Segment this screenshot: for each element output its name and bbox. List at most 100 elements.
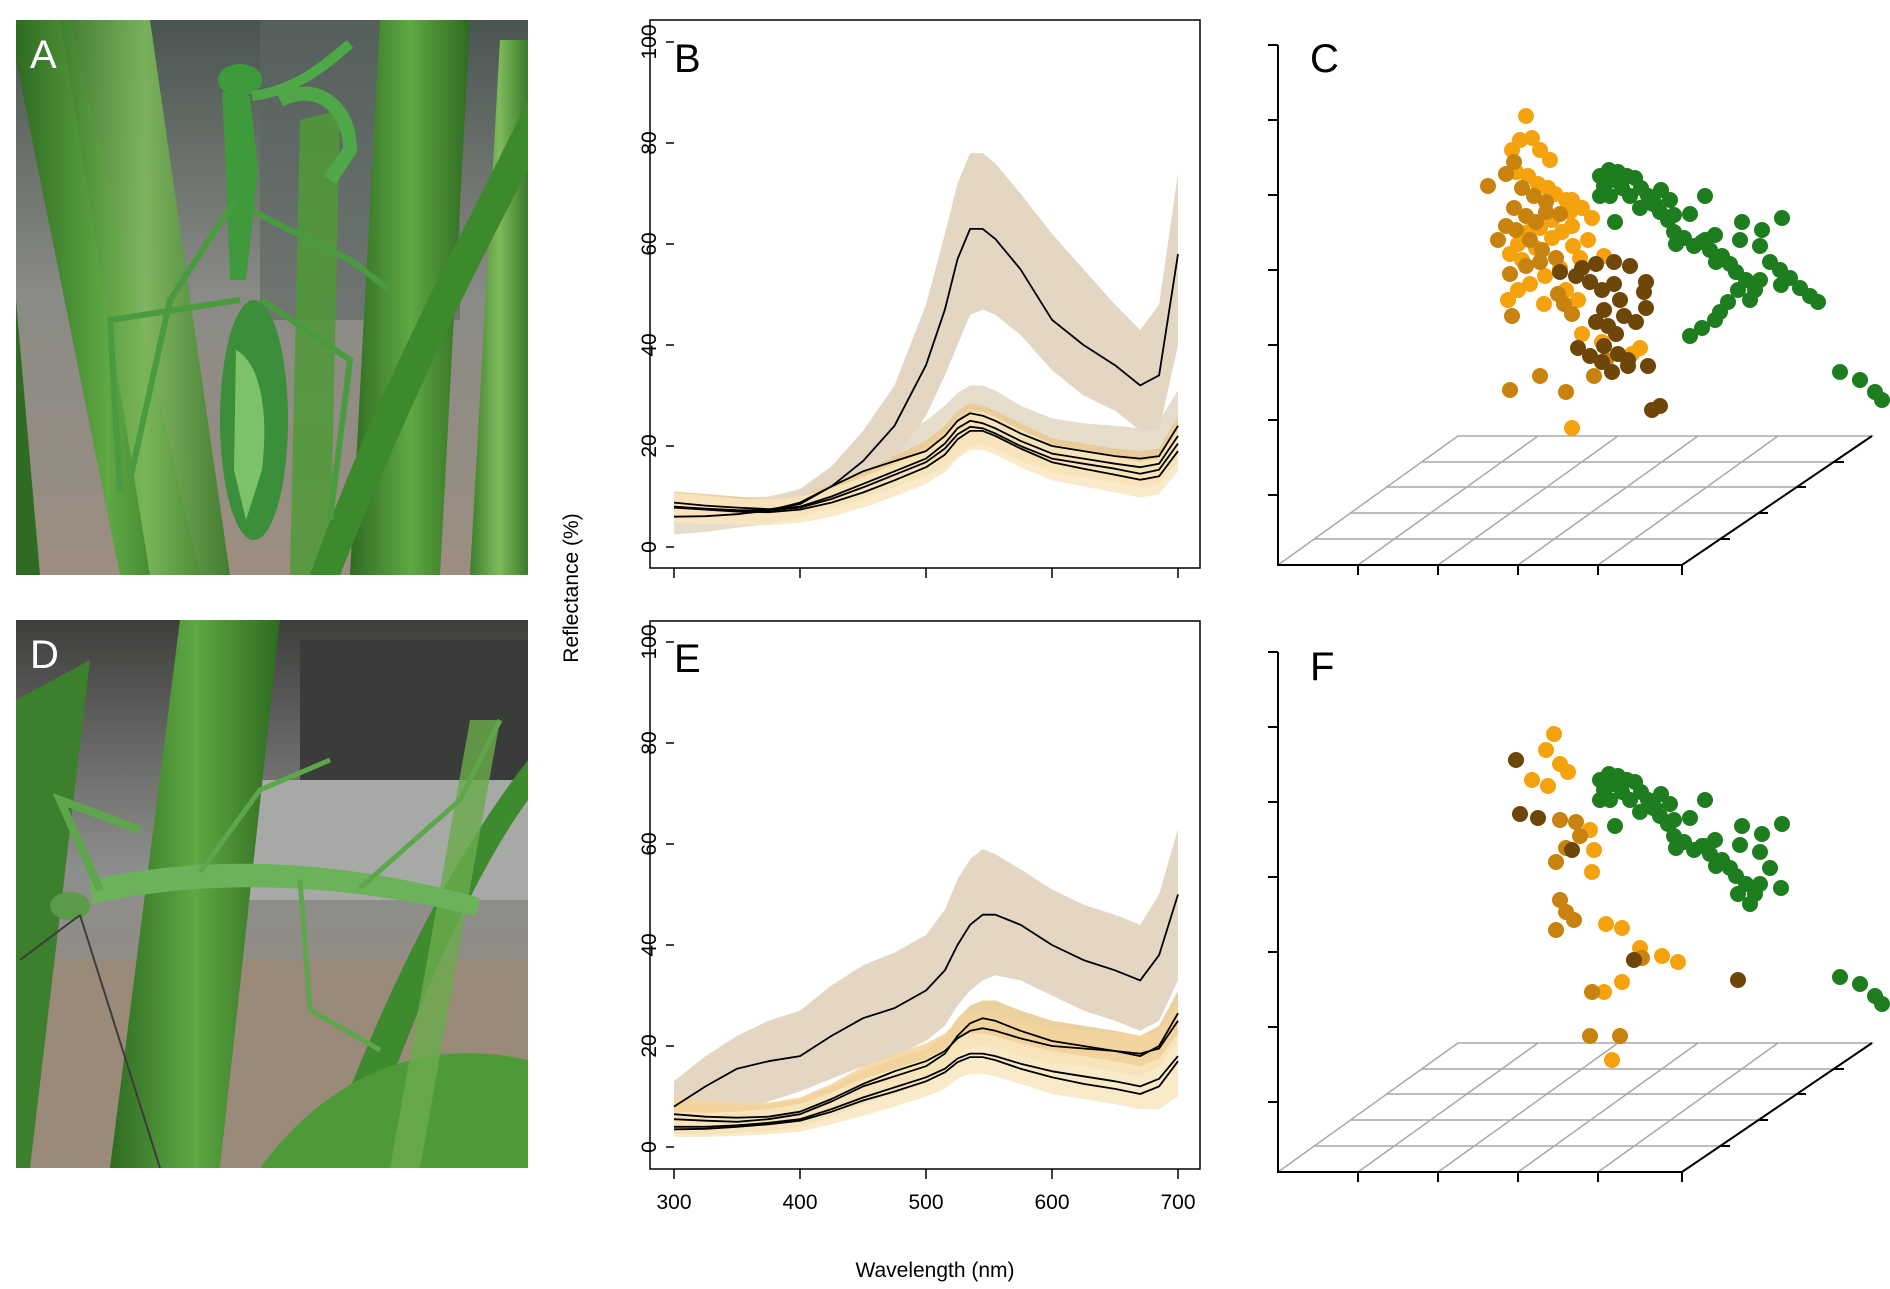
mantis-figure-d bbox=[19, 718, 503, 1168]
3d-axes-f bbox=[1268, 651, 1873, 1182]
scatter-point-c-2-18 bbox=[1518, 258, 1534, 274]
scatter-point-f-0-40 bbox=[1662, 796, 1678, 812]
spectrum-chart-e: 0 20 40 60 80 100 300 400 500 600 700 bbox=[638, 620, 1201, 1214]
scatter-point-f-2-0 bbox=[1552, 812, 1568, 828]
scatter-point-c-3-0 bbox=[1552, 264, 1568, 280]
scatter-point-f-1-4 bbox=[1524, 772, 1540, 788]
plot-frame-b bbox=[649, 19, 1201, 569]
scatter-point-c-3-2 bbox=[1582, 274, 1598, 290]
scatter-point-f-3-3 bbox=[1564, 842, 1580, 858]
spectrum-band-e-0 bbox=[674, 828, 1178, 1127]
scatter-point-c-3-17 bbox=[1588, 256, 1604, 272]
scatter-point-f-0-44 bbox=[1742, 896, 1758, 912]
scatter-point-f-2-7 bbox=[1566, 912, 1582, 928]
spectrum-band-b-0 bbox=[674, 153, 1178, 518]
scatter-point-f-0-33 bbox=[1697, 792, 1713, 808]
3d-axes-c bbox=[1268, 44, 1873, 575]
scatter-point-c-3-11 bbox=[1628, 314, 1644, 330]
scatter-point-c-2-20 bbox=[1504, 308, 1520, 324]
scatter-point-f-1-9 bbox=[1614, 974, 1630, 990]
scatter-point-c-0-32 bbox=[1732, 232, 1748, 248]
scatter-point-c-0-42 bbox=[1734, 214, 1750, 230]
spectrum-lines-b bbox=[673, 228, 1179, 518]
scatter-point-c-1-25 bbox=[1537, 268, 1553, 284]
y-tick-label-b-20: 20 bbox=[638, 434, 661, 457]
y-axis-b: 0 20 40 60 80 100 bbox=[638, 24, 674, 553]
scatter-point-c-0-33 bbox=[1752, 238, 1768, 254]
scatter-point-c-1-29 bbox=[1536, 296, 1552, 312]
scatter-point-f-0-41 bbox=[1666, 812, 1682, 828]
y-tick-label-e-80: 80 bbox=[638, 731, 661, 754]
scatter-point-c-2-14 bbox=[1548, 250, 1564, 266]
scatter-point-c-0-28 bbox=[1694, 320, 1710, 336]
scatter-point-c-1-4 bbox=[1542, 152, 1558, 168]
scatter-point-c-1-32 bbox=[1584, 210, 1600, 226]
scatter-point-c-0-45 bbox=[1668, 236, 1684, 252]
scatter-point-c-3-15 bbox=[1622, 258, 1638, 274]
scatter-point-c-2-2 bbox=[1506, 154, 1522, 170]
scatter-point-c-2-25 bbox=[1532, 368, 1548, 384]
scatter-point-c-2-10 bbox=[1552, 206, 1568, 222]
y-tick-label-e-0: 0 bbox=[638, 1141, 661, 1153]
y-tick-label-b-60: 60 bbox=[638, 232, 661, 255]
scatter-point-c-3-6 bbox=[1596, 302, 1612, 318]
scatter-point-f-0-29 bbox=[1762, 860, 1778, 876]
scatter-point-c-3-19 bbox=[1570, 340, 1586, 356]
scatter-point-f-3-2 bbox=[1530, 810, 1546, 826]
x-tick-label-e-500: 500 bbox=[908, 1191, 943, 1214]
scatter-point-c-3-29 bbox=[1640, 358, 1656, 374]
scatter-point-c-1-42 bbox=[1570, 292, 1586, 308]
scatter-point-f-0-28 bbox=[1752, 844, 1768, 860]
spectrum-bands-b bbox=[674, 153, 1178, 535]
scatter-point-c-3-28 bbox=[1620, 358, 1636, 374]
scatter-point-f-2-1 bbox=[1568, 814, 1584, 830]
scatter-point-c-3-12 bbox=[1638, 300, 1654, 316]
y-tick-label-b-100: 100 bbox=[638, 24, 661, 59]
scatter-point-c-2-8 bbox=[1528, 214, 1544, 230]
scatter-point-c-2-26 bbox=[1558, 384, 1574, 400]
y-axis-e: 0 20 40 60 80 100 bbox=[638, 624, 674, 1153]
scatter-point-f-1-10 bbox=[1596, 984, 1612, 1000]
scatter-point-f-3-4 bbox=[1626, 952, 1642, 968]
spectrum-bands-e bbox=[674, 828, 1178, 1137]
scatter-point-c-0-57 bbox=[1852, 372, 1868, 388]
y-tick-label-b-0: 0 bbox=[638, 541, 661, 553]
scatter-point-c-3-5 bbox=[1612, 292, 1628, 308]
scatter-point-c-2-6 bbox=[1506, 200, 1522, 216]
spectrum-line-e-2 bbox=[673, 1020, 1179, 1119]
scatter-point-f-1-5 bbox=[1540, 778, 1556, 794]
scatter-3d-f bbox=[1268, 651, 1890, 1182]
scatter-point-c-1-2 bbox=[1524, 130, 1540, 146]
scatter-points-f bbox=[1508, 726, 1890, 1068]
scatter-point-c-3-9 bbox=[1608, 326, 1624, 342]
scatter-point-f-1-16 bbox=[1586, 842, 1602, 858]
spectrum-line-e-3 bbox=[674, 1052, 1179, 1128]
scatter-point-c-0-39 bbox=[1810, 294, 1826, 310]
photo-panel-d bbox=[16, 620, 528, 1168]
scatter-point-c-0-29 bbox=[1682, 328, 1698, 344]
scatter-point-c-2-12 bbox=[1522, 232, 1538, 248]
scatter-point-c-0-59 bbox=[1874, 392, 1890, 408]
scatter-point-c-0-52 bbox=[1752, 272, 1768, 288]
scatter-point-c-0-55 bbox=[1730, 282, 1746, 298]
3d-grid-f bbox=[1277, 1042, 1875, 1173]
y-tick-label-e-20: 20 bbox=[638, 1034, 661, 1057]
scatter-point-f-0-49 bbox=[1874, 996, 1890, 1012]
spectrum-line-b-3 bbox=[673, 425, 1179, 512]
y-tick-label-b-40: 40 bbox=[638, 333, 661, 356]
scatter-point-f-3-0 bbox=[1508, 752, 1524, 768]
scatter-point-c-1-27 bbox=[1510, 282, 1526, 298]
x-axis-title: Wavelength (nm) bbox=[855, 1259, 1014, 1282]
scatter-point-c-2-3 bbox=[1514, 180, 1530, 196]
photo-panel-a bbox=[16, 20, 528, 575]
y-tick-label-e-60: 60 bbox=[638, 832, 661, 855]
scatter-point-c-0-51 bbox=[1666, 207, 1682, 223]
scatter-point-c-1-33 bbox=[1564, 218, 1580, 234]
scatter-point-f-0-52 bbox=[1632, 804, 1648, 820]
scatter-point-c-2-23 bbox=[1564, 306, 1580, 322]
scatter-point-c-1-26 bbox=[1522, 276, 1538, 292]
scatter-point-f-0-27 bbox=[1732, 837, 1748, 853]
spectrum-lines-e bbox=[673, 894, 1179, 1131]
scatter-point-c-0-27 bbox=[1707, 312, 1723, 328]
